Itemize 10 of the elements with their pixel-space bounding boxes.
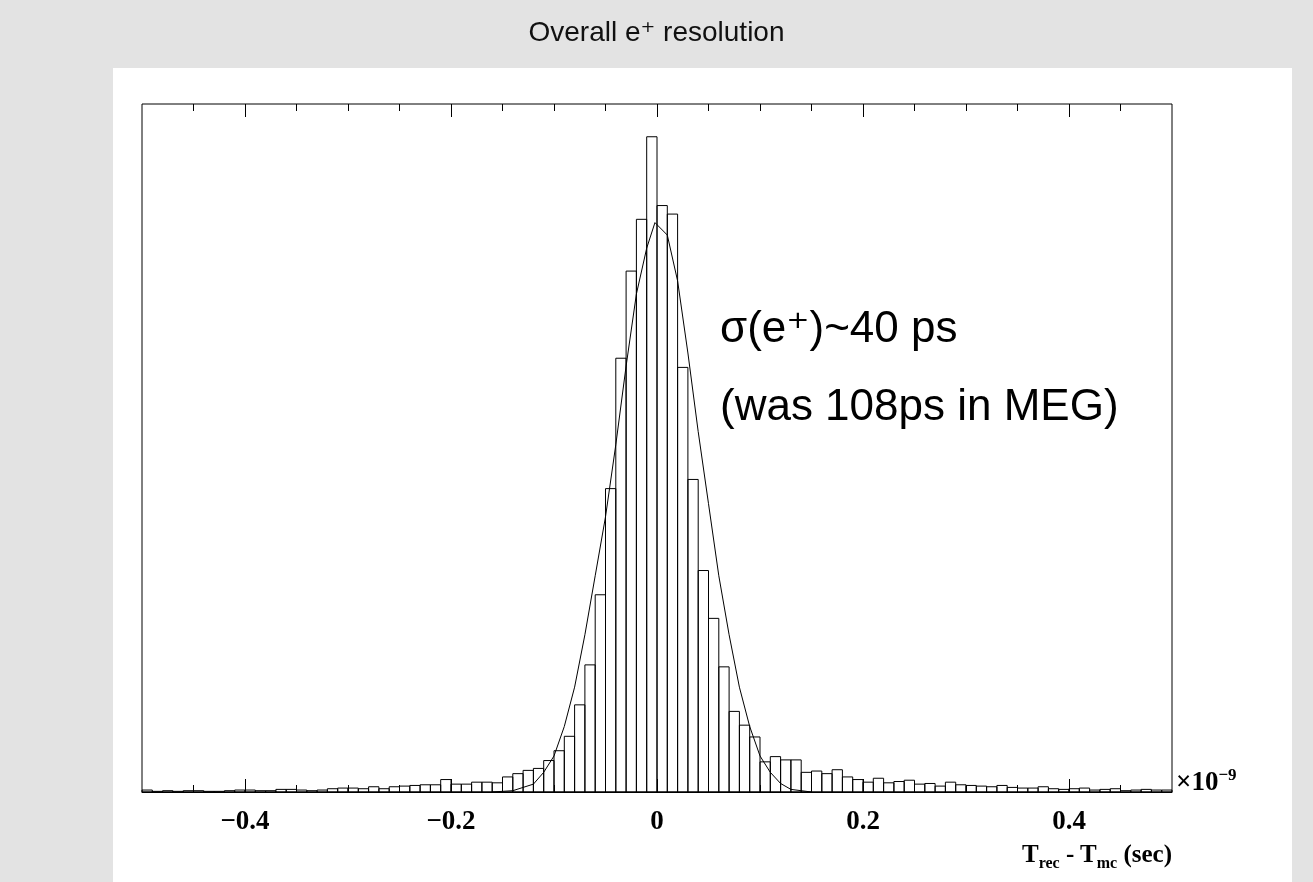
annotation: σ(e⁺)~40 ps xyxy=(720,301,958,351)
x-tick-label: −0.4 xyxy=(220,804,270,835)
x-tick-label: 0.2 xyxy=(846,804,880,835)
x-tick-label: 0.4 xyxy=(1052,804,1086,835)
x-tick-label: −0.2 xyxy=(426,804,476,835)
x-axis-title: T$_{rec}$ - T$_{mc}$ (sec) xyxy=(1021,840,1172,872)
chart-title: Overall e⁺ resolution xyxy=(528,15,785,47)
annotation: (was 108ps in MEG) xyxy=(720,379,1119,429)
x-tick-label: 0 xyxy=(650,804,664,835)
text: ×10$^{−9}$ xyxy=(1176,765,1237,797)
